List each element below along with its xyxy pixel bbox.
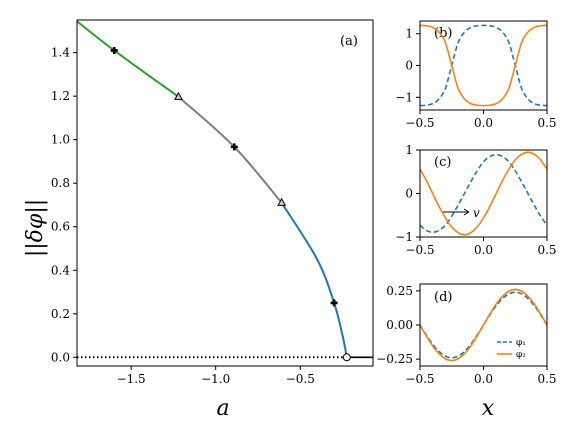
frame-a [76, 19, 374, 367]
d-series-1 [420, 288, 547, 362]
profile-plot-b: (b) −0.5 0.0 0.5 1 0 −1 [395, 20, 557, 130]
c-ytick-label: 1 [405, 143, 413, 157]
legend-label-0: φ₁ [516, 338, 526, 348]
triangle-marker-0 [174, 91, 183, 100]
b-ytick-label: 1 [405, 27, 413, 41]
panel-label-c: (c) [434, 155, 451, 170]
a-ytick-label: 0.6 [51, 220, 70, 234]
b-xtick-label: 0.0 [474, 116, 493, 130]
b-series-0 [420, 24, 547, 107]
a-ytick-label: 0.8 [51, 176, 70, 190]
c-series-1 [420, 151, 547, 236]
frame-b [419, 20, 548, 111]
d-xtick-label: 0.5 [537, 372, 556, 386]
main-bifurcation-plot: ||δφ|| a (a) −1.5 −1.0 −0.5 0.0 0.2 0.4 0.6 0.8… [23, 19, 374, 421]
panel-label-b: (b) [434, 26, 452, 41]
a-xtick-label: −1.5 [117, 372, 146, 386]
frame-c [419, 149, 548, 238]
profile-plot-c: (c) v −0.5 0.0 0.5 1 0 −1 [395, 143, 556, 257]
a-ytick-label: 1.2 [51, 89, 70, 103]
xlabel-a: a [216, 396, 229, 421]
b-xtick-label: 0.5 [537, 116, 556, 130]
a-ytick-label: 0.0 [51, 350, 70, 364]
legend-label-1: φ₂ [516, 350, 526, 360]
branch-segment-1 [177, 96, 283, 204]
b-ytick-label: −1 [395, 90, 413, 104]
a-xtick-label: −0.5 [286, 372, 315, 386]
b-xtick-label: −0.5 [405, 116, 434, 130]
xlabel-d: x [482, 396, 495, 421]
panel-label-a: (a) [340, 34, 358, 49]
a-ytick-label: 1.4 [51, 46, 70, 60]
profile-plot-d: (d) x −0.5 0.0 0.5 0.25 0.00 −0.25 φ₁ φ₂ [376, 283, 557, 421]
d-xtick-label: −0.5 [405, 372, 434, 386]
plus-marker-0 [110, 46, 118, 54]
a-ytick-label: 1.0 [51, 133, 70, 147]
d-series-0 [420, 291, 547, 359]
a-xtick-label: −1.0 [201, 372, 230, 386]
triangle-marker-1 [277, 197, 287, 206]
b-series-1 [420, 24, 547, 107]
arrow-label-v: v [473, 206, 480, 220]
plus-marker-2 [330, 299, 338, 307]
ylabel-a: ||δφ|| [23, 199, 48, 257]
a-ytick-label: 0.2 [51, 307, 70, 321]
velocity-arrow-head [463, 208, 470, 216]
branch-segment-0 [77, 20, 180, 98]
d-ytick-label: 0.25 [386, 284, 413, 298]
d-ytick-label: −0.25 [376, 352, 413, 366]
c-ytick-label: −1 [395, 230, 413, 244]
a-ytick-label: 0.4 [51, 263, 70, 277]
circle-marker-0 [342, 353, 351, 362]
plus-marker-1 [230, 143, 238, 151]
c-xtick-label: 0.5 [537, 243, 556, 257]
d-ytick-label: 0.00 [386, 318, 413, 332]
branch-segment-2 [280, 202, 348, 358]
b-ytick-label: 0 [405, 59, 413, 73]
frame-d [419, 283, 548, 367]
c-xtick-label: 0.0 [474, 243, 493, 257]
d-xtick-label: 0.0 [474, 372, 493, 386]
c-ytick-label: 0 [405, 187, 413, 201]
panel-label-d: (d) [434, 290, 452, 305]
c-xtick-label: −0.5 [405, 243, 434, 257]
